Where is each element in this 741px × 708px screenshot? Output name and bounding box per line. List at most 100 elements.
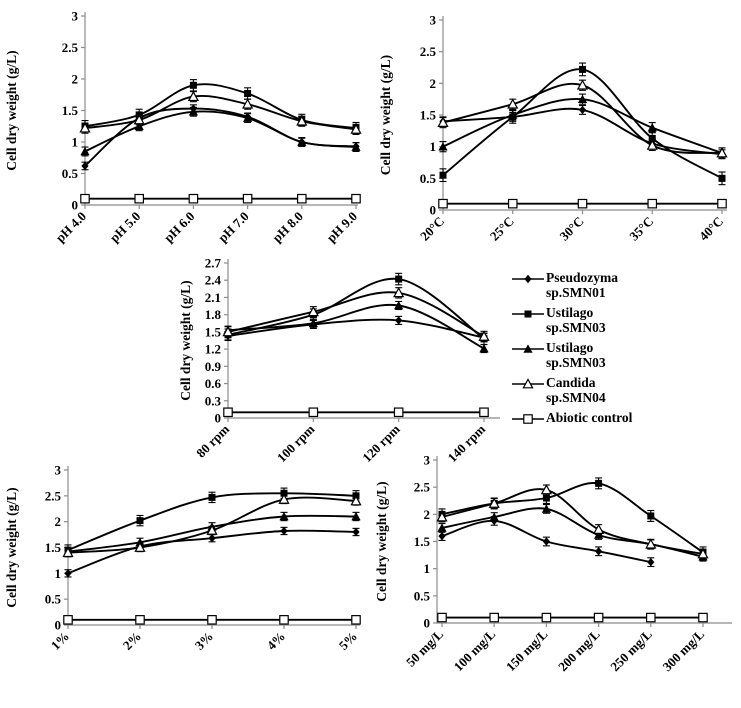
legend-label-line: sp.SMN03 xyxy=(546,320,606,335)
series-diamond-filled xyxy=(81,104,360,171)
data-point-square-open xyxy=(279,615,289,625)
y-tick-label: 2 xyxy=(55,514,62,529)
legend-label: Pseudozyma sp.SMN01 xyxy=(546,270,618,300)
series-triangle-open xyxy=(437,79,728,159)
y-tick-label: 2.5 xyxy=(62,40,79,55)
data-point-diamond-filled xyxy=(81,161,89,171)
data-point-triangle-filled xyxy=(308,318,318,328)
data-point-triangle-open xyxy=(222,326,234,337)
series-triangle-filled xyxy=(437,504,708,562)
x-tick-label: 2% xyxy=(120,629,144,653)
series-triangle-open xyxy=(222,287,490,343)
series-diamond-filled xyxy=(439,104,726,160)
data-point-triangle-open xyxy=(540,484,553,495)
y-tick-label: 3 xyxy=(55,463,62,478)
y-tick-label: 2 xyxy=(430,76,437,91)
data-point-triangle-filled xyxy=(297,137,307,146)
series-triangle-open xyxy=(62,493,362,558)
x-tick-label: 250 mg/L xyxy=(607,626,655,674)
legend-label: Ustilago sp.SMN03 xyxy=(546,305,606,335)
x-tick-label: 40°C xyxy=(696,214,726,244)
axes: 0 0.5 1 1.5 2 2.5 3 20°C 25°C 30°C 35°C 40°C Cell dr… xyxy=(378,13,727,244)
x-tick-label: 20°C xyxy=(417,214,447,244)
y-tick-label: 0 xyxy=(424,616,431,631)
data-point-triangle-filled xyxy=(134,121,144,131)
data-point-triangle-open xyxy=(62,546,74,558)
legend-item-candida-smn04: Candida sp.SMN04 xyxy=(512,375,737,405)
data-point-square-open xyxy=(308,407,319,418)
series-square-open xyxy=(438,198,727,209)
legend-label: Candida sp.SMN04 xyxy=(546,375,606,405)
data-point-square-filled xyxy=(136,517,144,525)
y-tick-label: 3 xyxy=(430,13,437,28)
y-tick-label: 3 xyxy=(424,453,431,468)
series-square-filled xyxy=(81,79,360,135)
data-point-square-filled xyxy=(208,493,216,501)
series-line xyxy=(84,83,357,130)
y-tick-label: 2 xyxy=(72,72,79,87)
y-tick-label: 0.5 xyxy=(414,588,431,603)
data-point-square-filled xyxy=(395,275,403,283)
chart-substrate-concentration-effect: 0 0.5 1 1.5 2 2.5 3 1% 2% 3% 4% 5% Cell dry weight (… xyxy=(2,452,366,708)
data-point-triangle-open xyxy=(241,98,254,109)
data-point-square-filled xyxy=(542,494,550,502)
y-tick-label: 1.5 xyxy=(45,540,62,555)
legend-label-line: Ustilago xyxy=(546,305,594,320)
y-tick-label: 2.7 xyxy=(205,256,222,271)
data-point-square-filled xyxy=(189,81,197,89)
series-square-open xyxy=(437,612,708,623)
y-tick-label: 1 xyxy=(55,566,62,581)
data-point-triangle-filled xyxy=(394,300,404,310)
y-tick-label: 2.5 xyxy=(45,488,62,503)
data-point-diamond-filled xyxy=(595,547,603,556)
data-point-square-open xyxy=(523,414,533,424)
chart-temperature-effect: 0 0.5 1 1.5 2 2.5 3 20°C 25°C 30°C 35°C 40°C Cell dr… xyxy=(376,2,735,257)
y-tick-label: 1.5 xyxy=(62,103,79,118)
data-point-triangle-filled xyxy=(541,504,551,513)
data-point-diamond-filled xyxy=(395,316,403,325)
data-point-triangle-open xyxy=(646,139,658,150)
y-tick-label: 1.2 xyxy=(205,342,221,357)
data-point-triangle-open xyxy=(697,548,709,559)
data-point-triangle-filled xyxy=(351,142,361,151)
y-tick-label: 2 xyxy=(424,507,431,522)
data-point-square-filled xyxy=(280,489,288,497)
x-tick-label: 3% xyxy=(192,629,216,653)
x-tick-label: 50 mg/L xyxy=(403,626,446,669)
x-tick-label: 35°C xyxy=(626,214,656,244)
legend-label-line: Abiotic control xyxy=(546,410,633,425)
y-tick-label: 3 xyxy=(72,9,79,24)
data-point-square-open xyxy=(63,615,73,625)
y-tick-label: 1 xyxy=(424,561,431,576)
data-point-diamond-filled xyxy=(280,526,288,536)
data-point-triangle-open xyxy=(576,79,589,90)
data-point-square-open xyxy=(438,198,448,209)
x-tick-label: 4% xyxy=(264,629,288,653)
legend-label: Ustilago sp.SMN03 xyxy=(546,340,606,370)
axes: 00.30.60.91.21.51.82.12.42.780 rpm 100 rp… xyxy=(178,256,500,465)
series-square-open xyxy=(223,407,489,418)
legend: Pseudozyma sp.SMN01 Ustilago sp.SMN03 Ustila… xyxy=(512,270,737,429)
data-point-square-open xyxy=(437,612,447,623)
data-point-square-filled xyxy=(648,134,656,142)
data-point-triangle-filled xyxy=(351,511,361,521)
x-tick-label: 30°C xyxy=(557,214,587,244)
legend-label-line: Ustilago xyxy=(546,340,594,355)
series-line xyxy=(84,107,357,167)
x-tick-label: 150 mg/L xyxy=(503,626,551,674)
y-axis-title: Cell dry weight (g/L) xyxy=(4,50,19,170)
series-square-filled xyxy=(438,477,707,559)
legend-marker-square-open-icon xyxy=(512,414,544,424)
data-point-triangle-filled xyxy=(243,113,253,122)
series-square-open xyxy=(80,193,361,204)
data-point-triangle-filled xyxy=(523,344,533,353)
legend-label-line: sp.SMN04 xyxy=(546,390,606,405)
data-point-square-filled xyxy=(244,89,252,97)
data-point-diamond-filled xyxy=(542,537,550,546)
x-tick-label: 5% xyxy=(336,629,360,653)
data-point-triangle-open xyxy=(393,287,405,298)
series-triangle-filled xyxy=(438,93,727,159)
data-point-triangle-open xyxy=(478,330,490,341)
x-tick-label: pH 7.0 xyxy=(215,209,252,246)
y-tick-label: 0.5 xyxy=(420,171,437,186)
